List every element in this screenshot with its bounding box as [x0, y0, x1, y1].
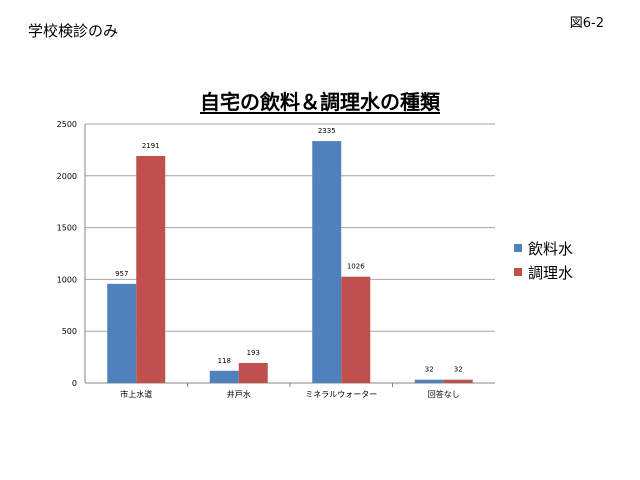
legend-label-series2: 調理水: [528, 263, 574, 282]
chart-legend: 飲料水 調理水: [514, 236, 573, 284]
data-label: 1026: [347, 263, 365, 271]
data-label: 32: [425, 366, 434, 374]
y-tick-label: 0: [72, 379, 77, 388]
x-tick-label: 市上水道: [120, 389, 152, 399]
bar-cooking-1: [238, 363, 268, 383]
y-tick-label: 1500: [57, 224, 77, 233]
y-tick-label: 2500: [57, 120, 77, 129]
data-label: 193: [247, 349, 260, 357]
y-tick-label: 1000: [57, 275, 77, 284]
chart-title-container: 自宅の飲料＆調理水の種類: [0, 86, 640, 115]
x-tick-label: ミネラルウォーター: [305, 390, 377, 399]
figure-number: 図6-2: [569, 16, 604, 31]
data-label: 32: [454, 366, 463, 374]
bar-drinking-1: [209, 370, 239, 383]
slide-subtitle: 学校検診のみ: [28, 22, 119, 40]
y-tick-label: 2000: [57, 172, 77, 181]
legend-label-series1: 飲料水: [528, 239, 574, 258]
data-label: 2191: [142, 142, 160, 150]
legend-item-series1: 飲料水: [514, 236, 573, 260]
data-label: 2335: [318, 127, 336, 135]
bar-drinking-2: [312, 141, 342, 383]
bar-cooking-0: [136, 156, 166, 383]
data-label: 957: [115, 270, 128, 278]
x-tick-label: 井戸水: [227, 389, 251, 399]
legend-swatch-series1: [514, 244, 522, 252]
bar-cooking-2: [341, 276, 371, 383]
chart-title: 自宅の飲料＆調理水の種類: [200, 90, 440, 114]
bar-drinking-0: [107, 283, 137, 383]
y-tick-label: 500: [62, 327, 77, 336]
data-label: 118: [218, 357, 231, 365]
bar-cooking-3: [443, 379, 473, 383]
legend-item-series2: 調理水: [514, 260, 573, 284]
bar-drinking-3: [414, 379, 444, 383]
legend-swatch-series2: [514, 268, 522, 276]
x-tick-label: 回答なし: [428, 389, 460, 399]
